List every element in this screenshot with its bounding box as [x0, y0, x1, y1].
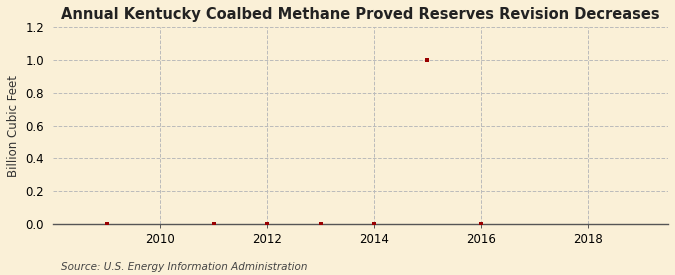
Title: Annual Kentucky Coalbed Methane Proved Reserves Revision Decreases: Annual Kentucky Coalbed Methane Proved R… [61, 7, 660, 22]
Point [422, 57, 433, 62]
Point [369, 221, 379, 226]
Point [476, 221, 487, 226]
Point [262, 221, 273, 226]
Point [101, 221, 112, 226]
Text: Source: U.S. Energy Information Administration: Source: U.S. Energy Information Administ… [61, 262, 307, 272]
Y-axis label: Billion Cubic Feet: Billion Cubic Feet [7, 75, 20, 177]
Point [209, 221, 219, 226]
Point [315, 221, 326, 226]
